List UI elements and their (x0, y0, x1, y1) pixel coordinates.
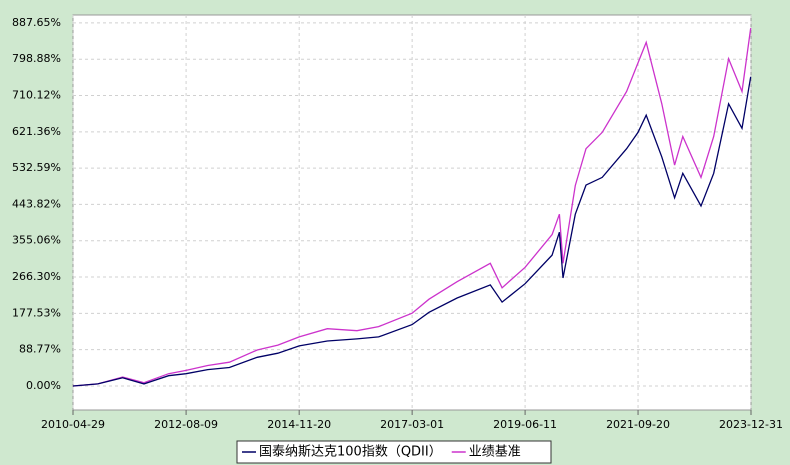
x-tick-label: 2014-11-20 (267, 418, 331, 431)
y-tick-label: 798.88% (12, 52, 61, 65)
x-tick-label: 2023-12-31 (719, 418, 783, 431)
y-tick-label: 887.65% (12, 16, 61, 29)
y-tick-label: 443.82% (12, 197, 61, 210)
y-tick-label: 88.77% (19, 343, 61, 356)
y-tick-label: 710.12% (12, 89, 61, 102)
x-tick-label: 2012-08-09 (154, 418, 218, 431)
x-tick-label: 2019-06-11 (493, 418, 557, 431)
y-tick-label: 621.36% (12, 125, 61, 138)
x-tick-label: 2010-04-29 (41, 418, 105, 431)
y-tick-label: 0.00% (26, 379, 61, 392)
legend-label: 业绩基准 (469, 445, 521, 460)
legend (236, 440, 552, 464)
y-tick-label: 532.59% (12, 161, 61, 174)
y-tick-label: 266.30% (12, 270, 61, 283)
x-tick-label: 2017-03-01 (380, 418, 444, 431)
y-tick-label: 177.53% (12, 306, 61, 319)
plot-area (72, 14, 752, 411)
x-tick-label: 2021-09-20 (606, 418, 670, 431)
series-line (72, 28, 752, 387)
legend-label: 国泰纳斯达克100指数（QDII） (259, 445, 442, 460)
y-tick-label: 355.06% (12, 234, 61, 247)
series-line (72, 76, 752, 387)
